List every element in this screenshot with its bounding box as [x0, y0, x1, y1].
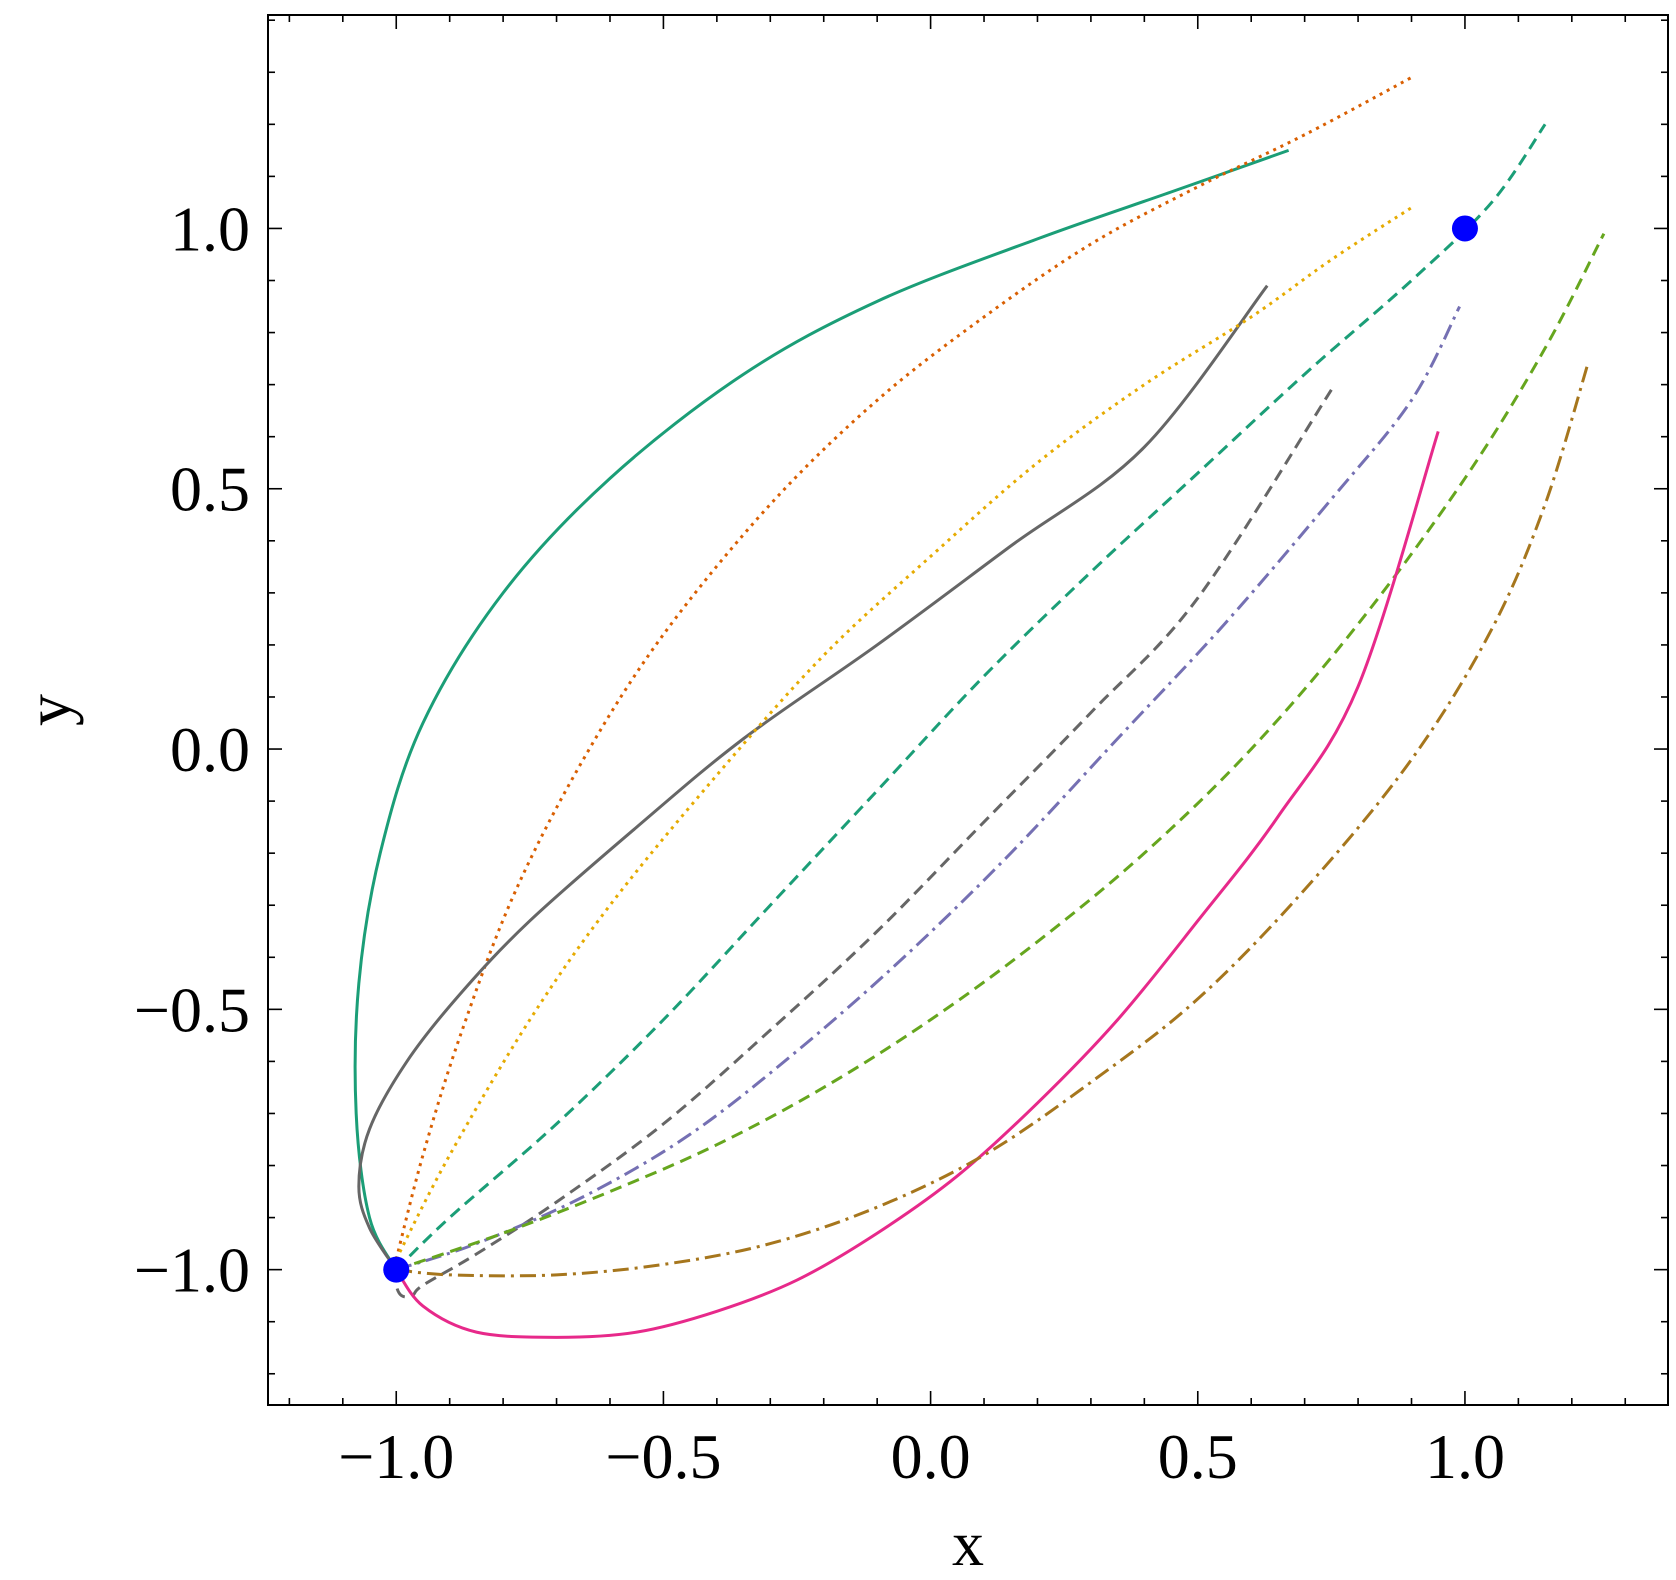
point-marker-2 [1451, 215, 1478, 242]
series-layer [353, 76, 1606, 1339]
series-line-3 [357, 284, 1269, 1271]
y-tick-label: 0.0 [170, 714, 250, 785]
y-tick-label: −1.0 [134, 1235, 250, 1306]
point-marker-1 [383, 1256, 410, 1283]
tick-layer [268, 15, 1668, 1405]
series-line-9 [394, 431, 1440, 1339]
series-line-2 [394, 76, 1413, 1260]
series-line-5 [395, 123, 1547, 1271]
plot-frame [267, 14, 1669, 1406]
x-tick-label: 0.5 [1158, 1421, 1238, 1492]
y-axis-label: y [13, 694, 84, 726]
y-tick-label: −0.5 [134, 974, 250, 1045]
tick-label-layer: −1.0 −0.5 0.0 0.5 1.0 −1.0 −0.5 0.0 0.5 1.0 [134, 193, 1505, 1492]
x-tick-label: 1.0 [1425, 1421, 1505, 1492]
y-tick-label: 1.0 [170, 193, 250, 264]
x-tick-label: −0.5 [605, 1421, 721, 1492]
marker-layer [383, 215, 1478, 1283]
series-line-7 [395, 305, 1461, 1272]
series-line-6 [394, 389, 1333, 1299]
y-tick-label: 0.5 [170, 454, 250, 525]
x-axis-label: x [952, 1508, 984, 1579]
series-line-1 [353, 148, 1290, 1271]
x-tick-label: −1.0 [338, 1421, 454, 1492]
series-line-4 [394, 206, 1413, 1260]
x-tick-label: 0.0 [891, 1421, 971, 1492]
series-line-10 [396, 363, 1590, 1278]
series-line-8 [395, 232, 1606, 1272]
